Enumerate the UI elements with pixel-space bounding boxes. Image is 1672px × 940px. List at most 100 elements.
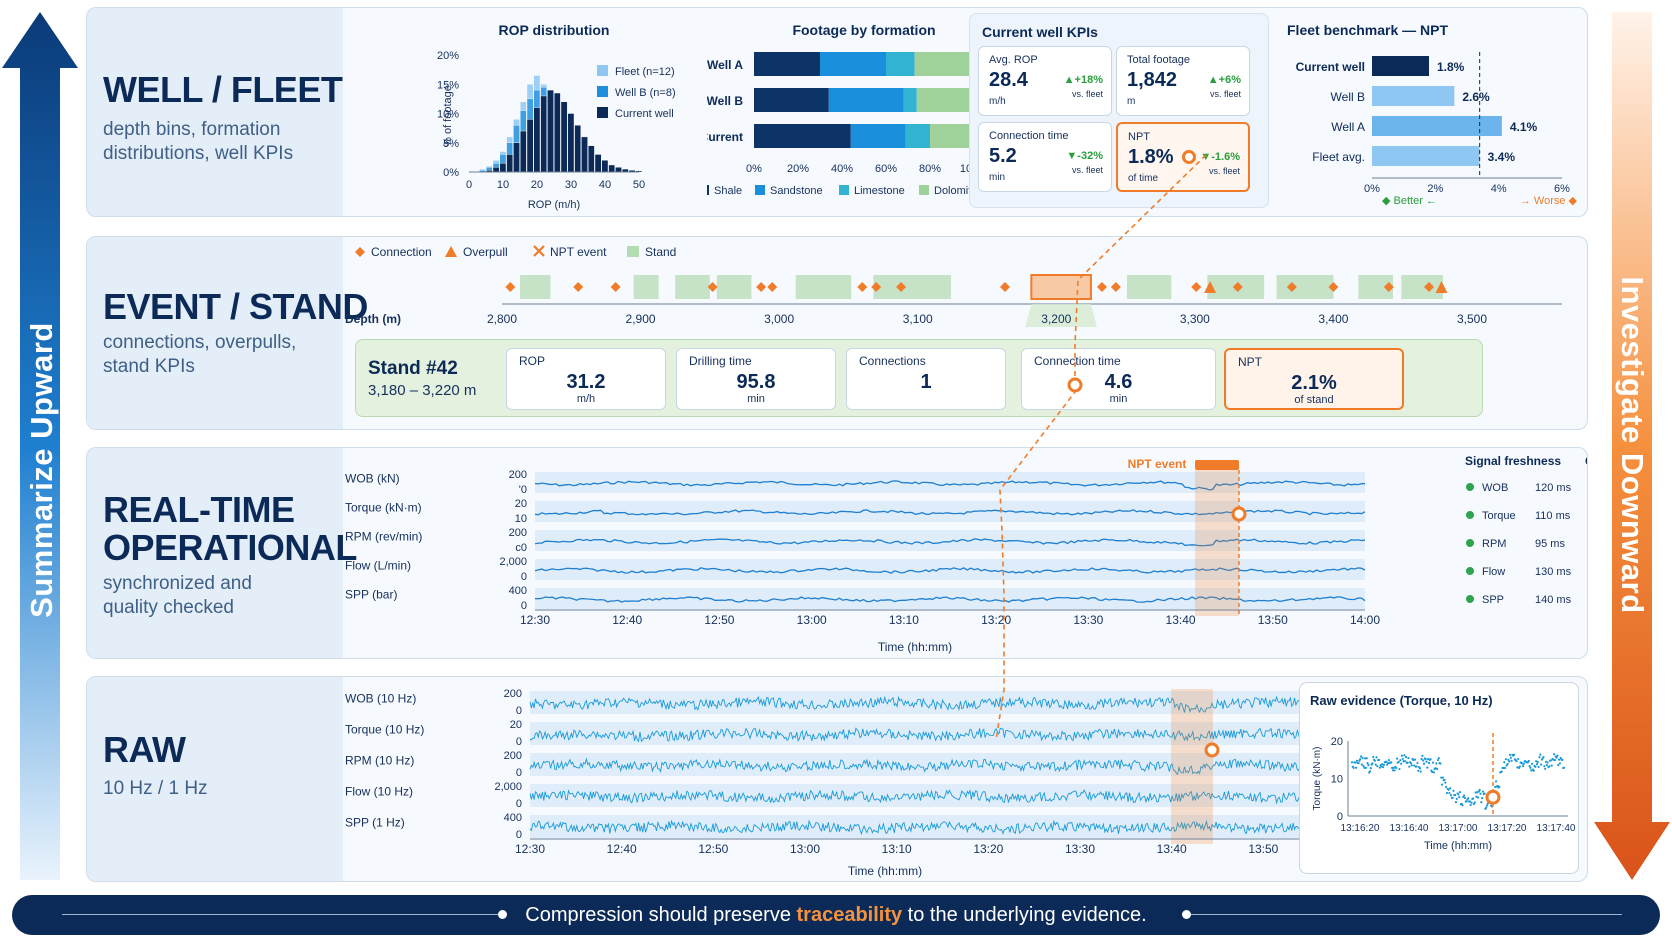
legend-label: Limestone [854, 185, 905, 197]
data-point [1494, 780, 1498, 783]
data-point [1355, 759, 1359, 762]
kpi-value: 28.4 [989, 69, 1028, 91]
data-point [1375, 756, 1378, 759]
stack-segment [916, 88, 974, 112]
data-point [1448, 791, 1451, 795]
data-point [1552, 758, 1555, 761]
histogram-bar [581, 136, 588, 173]
depth-tick-label: 3,500 [1457, 312, 1487, 326]
depth-tick-label: 3,400 [1318, 312, 1348, 326]
well-label: Well A [707, 58, 743, 72]
channel-top-tick: 2,000 [499, 556, 527, 568]
data-point [1539, 753, 1542, 756]
y-axis-label: Torque (kN·m) [1312, 747, 1323, 811]
data-point [1406, 761, 1409, 764]
data-point [1369, 766, 1372, 770]
kpi-unit: m [1127, 96, 1136, 107]
stack-segment [754, 88, 829, 112]
data-point [1371, 762, 1374, 765]
connection-marker [857, 282, 868, 292]
stand-block [716, 275, 752, 299]
status-dot [1466, 567, 1474, 575]
legend-swatch [919, 185, 929, 195]
stand-kpi-unit: of stand [1294, 394, 1334, 406]
trace-point-marker [1204, 742, 1220, 758]
histogram-bar [574, 124, 582, 173]
data-point [1545, 763, 1548, 767]
stand-kpi-value: 95.8 [736, 371, 776, 393]
histogram-bar [513, 142, 520, 173]
x-tick-label: 13:17:20 [1488, 823, 1527, 834]
data-point [1557, 758, 1561, 761]
footage-by-formation-chart: Footage by formation Well A Well B Current… [707, 22, 988, 197]
channel-top-tick: 200 [509, 469, 527, 481]
channel-top-tick: 400 [504, 812, 522, 824]
connection-marker [1328, 282, 1339, 292]
tier-subtitle-line1: synchronized and [103, 573, 252, 594]
x-tick-label: 12:50 [698, 842, 728, 856]
data-point [1535, 760, 1538, 763]
data-point [1463, 794, 1466, 797]
signal-trace [534, 596, 1366, 603]
summarize-upward-arrow [2, 12, 78, 880]
legend-label: Shale [714, 185, 742, 197]
x-tick-label: 2% [1427, 183, 1443, 195]
real-time-traces: WOB (kN) 200 '0 Torque (kN·m) 20 10 RPM (rev/m… [345, 454, 1587, 654]
legend-label: Dolomite [934, 185, 977, 197]
data-point [1429, 758, 1432, 761]
investigate-downward-arrow [1594, 12, 1670, 880]
connection-marker [767, 282, 778, 292]
data-point [1544, 767, 1547, 770]
depth-tick-label: 2,800 [487, 312, 517, 326]
data-point [1537, 765, 1540, 769]
kpi-card: Connection time 5.2 min ▼-32% vs. fleet [978, 122, 1112, 192]
kpi-delta: ▲+6% [1207, 74, 1241, 86]
connection-marker [896, 282, 907, 292]
stand-kpi-unit: m/h [576, 393, 596, 405]
depth-tick-label: 2,900 [626, 312, 656, 326]
data-point [1445, 785, 1448, 789]
data-point [1479, 792, 1482, 795]
data-point [1481, 790, 1485, 793]
data-point [1435, 762, 1438, 765]
tier-subtitle-line2: stand KPIs [103, 356, 195, 377]
data-point [1534, 765, 1537, 768]
connection-marker [1424, 282, 1435, 292]
legend-swatch [755, 185, 765, 195]
data-point [1408, 765, 1411, 768]
x-tick-label: 13:10 [882, 842, 912, 856]
y-tick-label: 20% [437, 50, 459, 62]
x-tick-label: 40 [599, 179, 611, 191]
connection-marker [1383, 282, 1394, 292]
stack-segment [886, 52, 915, 76]
legend-swatch [707, 185, 709, 195]
signal-age: 140 ms [1535, 594, 1572, 606]
signal-trace [534, 480, 1366, 491]
stand-block [1276, 275, 1334, 299]
channel-label: WOB (10 Hz) [345, 692, 416, 706]
data-point [1404, 756, 1408, 759]
data-point [1374, 763, 1377, 766]
channel-bottom-tick: 0 [516, 767, 522, 779]
trace-point-marker [1231, 506, 1247, 522]
data-point [1352, 766, 1355, 769]
data-point [1440, 783, 1444, 786]
channel-label: Torque (10 Hz) [345, 723, 424, 737]
stand-block [1126, 275, 1172, 299]
legend-swatch [839, 185, 849, 195]
signal-trace [529, 695, 1345, 714]
stand-kpi-value: 31.2 [566, 371, 606, 393]
data-point [1549, 759, 1553, 762]
tier-well-fleet: WELL / FLEET depth bins, formation distr… [86, 7, 1588, 217]
stack-segment [930, 124, 974, 148]
stack-segment [903, 88, 917, 112]
signal-trace [529, 727, 1345, 743]
data-point [1399, 759, 1402, 762]
channel-top-tick: 200 [504, 688, 522, 700]
data-point [1522, 762, 1525, 765]
better-label: ◆ Better ← [1382, 195, 1437, 207]
stand-kpi-label: Connection time [1034, 354, 1121, 368]
stand-block [675, 275, 710, 299]
data-point [1376, 765, 1379, 768]
tier-subtitle-line2: distributions, well KPIs [103, 143, 294, 164]
